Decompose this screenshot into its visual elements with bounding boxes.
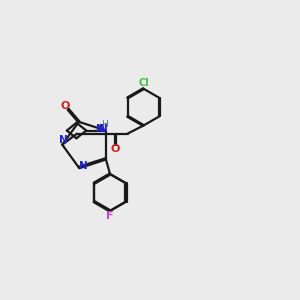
Text: N: N	[96, 124, 105, 134]
Text: O: O	[111, 144, 120, 154]
Text: O: O	[60, 101, 70, 111]
Text: F: F	[106, 211, 114, 221]
Text: N: N	[80, 161, 88, 171]
Text: N: N	[99, 124, 108, 134]
Text: H: H	[100, 120, 107, 129]
Text: N: N	[59, 135, 68, 146]
Text: Cl: Cl	[138, 78, 149, 88]
